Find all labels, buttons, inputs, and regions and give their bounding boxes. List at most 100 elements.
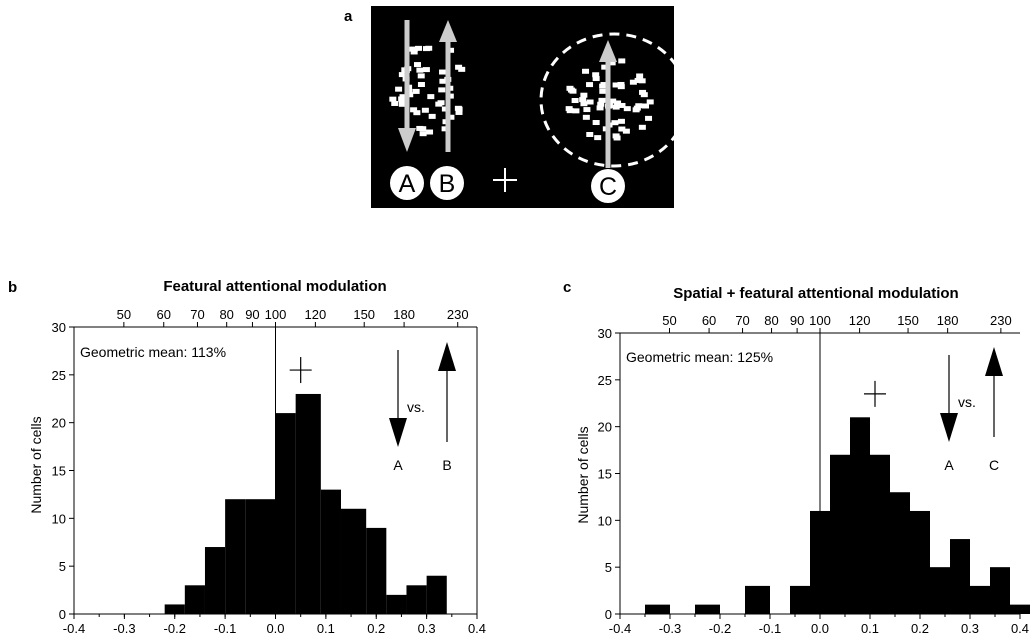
dot [645, 115, 653, 121]
arrow-b-up-icon [439, 20, 457, 42]
top-tick-label: 80 [219, 307, 233, 322]
x-tick-label: -0.3 [659, 621, 681, 636]
y-tick-label: 15 [598, 467, 612, 482]
dot [635, 103, 643, 109]
chart-b-title: Featural attentional modulation [163, 278, 386, 295]
top-tick-label: 70 [735, 313, 749, 328]
dot [416, 67, 424, 73]
dot [638, 124, 646, 130]
chart-b-arrow-up-icon [438, 342, 456, 371]
histogram-bar [275, 413, 296, 614]
dot [598, 97, 606, 103]
dot [634, 77, 642, 83]
chart-c-arrow-label-c: C [989, 457, 999, 473]
dot [565, 106, 573, 112]
dot [618, 126, 626, 132]
x-tick-label: 0.2 [367, 621, 385, 636]
dot [412, 88, 420, 94]
dot [438, 87, 446, 93]
dot [583, 107, 591, 113]
dot [617, 81, 625, 87]
histogram-bar [850, 417, 870, 614]
panel-a: a A B C [344, 6, 689, 208]
dot [419, 126, 427, 132]
chart-b-annotation: Geometric mean: 113% [80, 344, 226, 360]
top-tick-label: 60 [702, 313, 716, 328]
dot [428, 113, 436, 119]
histogram-bar [295, 393, 321, 614]
top-tick-label: 230 [990, 313, 1012, 328]
dot [422, 67, 430, 73]
dot [617, 118, 625, 124]
dot [582, 114, 590, 120]
chart-c-ylabel: Number of cells [575, 426, 591, 523]
dot [572, 108, 580, 114]
dot [582, 68, 590, 74]
top-tick-label: 50 [662, 313, 676, 328]
dot [638, 78, 646, 84]
arrow-c-up-icon [599, 40, 617, 62]
dot [439, 69, 447, 75]
dot [455, 106, 463, 112]
chart-b-arrow-down-icon [389, 418, 407, 447]
dot [586, 82, 594, 88]
label-b-text: B [439, 170, 456, 198]
x-tick-label: 0.4 [1011, 621, 1029, 636]
label-c-circle [591, 169, 625, 203]
top-tick-label: 120 [305, 307, 327, 322]
dot [389, 96, 397, 102]
dot [406, 92, 414, 98]
top-tick-label: 230 [447, 307, 469, 322]
x-tick-label: -0.2 [164, 621, 186, 636]
histogram-bar [426, 575, 447, 614]
dot [597, 101, 605, 107]
histogram-bar [910, 510, 930, 614]
dot [455, 64, 463, 70]
y-tick-label: 30 [598, 326, 612, 341]
x-tick-label: -0.1 [759, 621, 781, 636]
top-tick-label: 80 [764, 313, 778, 328]
top-tick-label: 180 [937, 313, 959, 328]
dot [646, 99, 654, 105]
top-tick-label: 150 [897, 313, 919, 328]
dot [417, 73, 425, 79]
dot [417, 81, 425, 87]
histogram-bar [745, 585, 770, 614]
dot [419, 131, 427, 137]
chart-c-axes: -0.4 -0.3 -0.2 -0.1 0.0 0.1 0.2 0.3 0.4 0 5 10 15 20 2… [598, 313, 1030, 636]
dot [636, 73, 644, 79]
dot [596, 105, 604, 111]
dot [435, 101, 443, 107]
label-b-circle [430, 166, 464, 200]
x-tick-label: -0.4 [609, 621, 631, 636]
top-tick-label: 90 [790, 313, 804, 328]
label-a-text: A [399, 170, 416, 198]
histogram-bar [245, 499, 276, 614]
dot [618, 58, 626, 64]
dot [623, 106, 631, 112]
x-tick-label: 0.2 [911, 621, 929, 636]
y-tick-label: 20 [52, 416, 66, 431]
dot [395, 86, 403, 92]
dot [398, 101, 406, 107]
histogram-bar [386, 594, 407, 614]
histogram-bar [890, 492, 910, 614]
histogram-bar [184, 585, 205, 614]
chart-c-annotation: Geometric mean: 125% [626, 349, 773, 365]
histogram-bar [950, 539, 970, 614]
dot [427, 94, 435, 100]
x-tick-label: 0.1 [317, 621, 335, 636]
chart-b-bars [164, 393, 447, 614]
dot [614, 100, 622, 106]
chart-c: c Spatial + featural attentional modulat… [563, 279, 1030, 636]
arrow-a-down-icon [398, 128, 416, 152]
dot [398, 72, 406, 78]
dot [612, 104, 620, 110]
dot [447, 47, 455, 53]
dot [622, 128, 630, 134]
chart-c-mean-marker [864, 380, 886, 407]
panel-b-letter: b [8, 279, 17, 296]
dot [441, 126, 449, 132]
histogram-bar [870, 454, 890, 614]
histogram-bar [320, 489, 341, 614]
